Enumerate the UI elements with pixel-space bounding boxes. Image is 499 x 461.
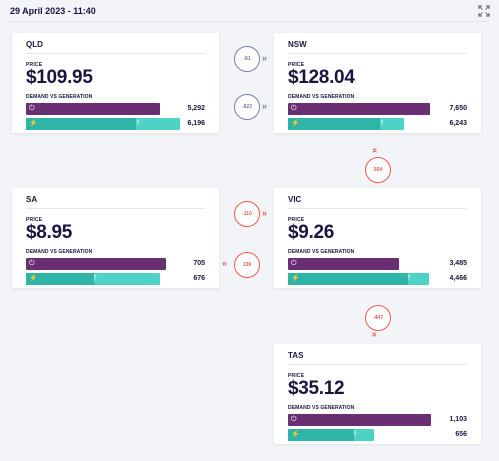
demand-vs-generation-label: DEMAND VS GENERATION	[26, 249, 93, 255]
chevron-right-icon: »	[262, 208, 268, 218]
demand-bar: ⏻	[288, 258, 399, 270]
demand-bar: ⏻	[288, 414, 431, 426]
region-name: NSW	[288, 40, 307, 49]
price-label: PRICE	[288, 62, 305, 68]
price-label: PRICE	[288, 373, 305, 379]
generation-value: 6,196	[187, 120, 205, 127]
chevron-left-icon: «	[222, 258, 228, 268]
demand-bar: ⏻	[26, 258, 166, 270]
card-divider	[288, 53, 467, 54]
demand-vs-generation-label: DEMAND VS GENERATION	[288, 94, 355, 100]
lightning-icon: ⚡	[29, 120, 38, 127]
demand-value: 5,292	[187, 105, 205, 112]
lightning-icon: ⚡	[291, 120, 300, 127]
price-value: $35.12	[288, 378, 345, 399]
plug-icon: ⏻	[291, 260, 297, 267]
demand-value: 705	[193, 260, 205, 267]
demand-value: 1,103	[449, 416, 467, 423]
region-name: VIC	[288, 195, 302, 204]
region-card-tas[interactable]: TAS PRICE $35.12 DEMAND VS GENERATION ⏻ …	[274, 344, 481, 444]
chevron-right-icon: »	[262, 53, 268, 63]
flow-nsw-vic[interactable]: 504	[365, 157, 391, 183]
price-label: PRICE	[26, 62, 43, 68]
region-name: TAS	[288, 351, 304, 360]
wind-icon: †	[380, 120, 384, 127]
region-card-vic[interactable]: VIC PRICE $9.26 DEMAND VS GENERATION ⏻ 3…	[274, 188, 481, 288]
renewable-segment	[288, 273, 408, 285]
timestamp: 29 April 2023 - 11:40	[10, 6, 96, 16]
price-label: PRICE	[26, 217, 43, 223]
demand-vs-generation-label: DEMAND VS GENERATION	[26, 94, 93, 100]
flow-sa-vic-2[interactable]: 139	[234, 252, 260, 278]
card-divider	[26, 208, 205, 209]
chevron-right-icon: »	[262, 101, 268, 111]
lightning-icon: ⚡	[29, 275, 38, 282]
wind-icon: †	[93, 275, 97, 282]
renewable-segment	[288, 118, 380, 130]
wind-icon: †	[407, 275, 411, 282]
generation-value: 656	[455, 431, 467, 438]
header-divider	[10, 21, 489, 22]
region-name: QLD	[26, 40, 43, 49]
flow-sa-vic-1[interactable]: -110	[234, 201, 260, 227]
card-divider	[26, 53, 205, 54]
region-card-nsw[interactable]: NSW PRICE $128.04 DEMAND VS GENERATION ⏻…	[274, 33, 481, 133]
header: 29 April 2023 - 11:40	[0, 0, 499, 22]
flow-vic-tas[interactable]: -447	[365, 305, 391, 331]
price-value: $128.04	[288, 67, 355, 88]
generation-bar: ⚡ †	[288, 273, 429, 285]
plug-icon: ⏻	[29, 260, 35, 267]
lightning-icon: ⚡	[291, 275, 300, 282]
renewable-segment	[26, 273, 94, 285]
plug-icon: ⏻	[29, 105, 35, 112]
renewable-segment	[288, 429, 354, 441]
generation-bar: ⚡ †	[288, 118, 404, 130]
demand-vs-generation-label: DEMAND VS GENERATION	[288, 405, 355, 411]
price-value: $109.95	[26, 67, 93, 88]
flow-qld-nsw-2[interactable]: -822	[234, 94, 260, 120]
demand-bar: ⏻	[288, 103, 430, 115]
demand-vs-generation-label: DEMAND VS GENERATION	[288, 249, 355, 255]
generation-bar: ⚡ †	[26, 273, 160, 285]
region-name: SA	[26, 195, 38, 204]
generation-value: 6,243	[449, 120, 467, 127]
renewable-segment	[26, 118, 136, 130]
wind-icon: †	[136, 120, 140, 127]
generation-value: 676	[193, 275, 205, 282]
demand-value: 7,650	[449, 105, 467, 112]
plug-icon: ⏻	[291, 416, 297, 423]
generation-bar: ⚡ †	[288, 429, 374, 441]
card-divider	[288, 208, 467, 209]
chevron-down-icon: »	[370, 331, 381, 338]
demand-bar: ⏻	[26, 103, 160, 115]
expand-icon[interactable]	[478, 5, 490, 17]
price-label: PRICE	[288, 217, 305, 223]
generation-value: 4,466	[449, 275, 467, 282]
plug-icon: ⏻	[291, 105, 297, 112]
region-card-sa[interactable]: SA PRICE $8.95 DEMAND VS GENERATION ⏻ 70…	[12, 188, 219, 288]
wind-icon: †	[353, 431, 357, 438]
region-card-qld[interactable]: QLD PRICE $109.95 DEMAND VS GENERATION ⏻…	[12, 33, 219, 133]
generation-bar: ⚡ †	[26, 118, 180, 130]
flow-qld-nsw-1[interactable]: -81	[234, 46, 260, 72]
price-value: $8.95	[26, 222, 73, 243]
demand-value: 3,485	[449, 260, 467, 267]
lightning-icon: ⚡	[291, 431, 300, 438]
chevron-up-icon: »	[369, 147, 380, 154]
card-divider	[288, 364, 467, 365]
price-value: $9.26	[288, 222, 335, 243]
